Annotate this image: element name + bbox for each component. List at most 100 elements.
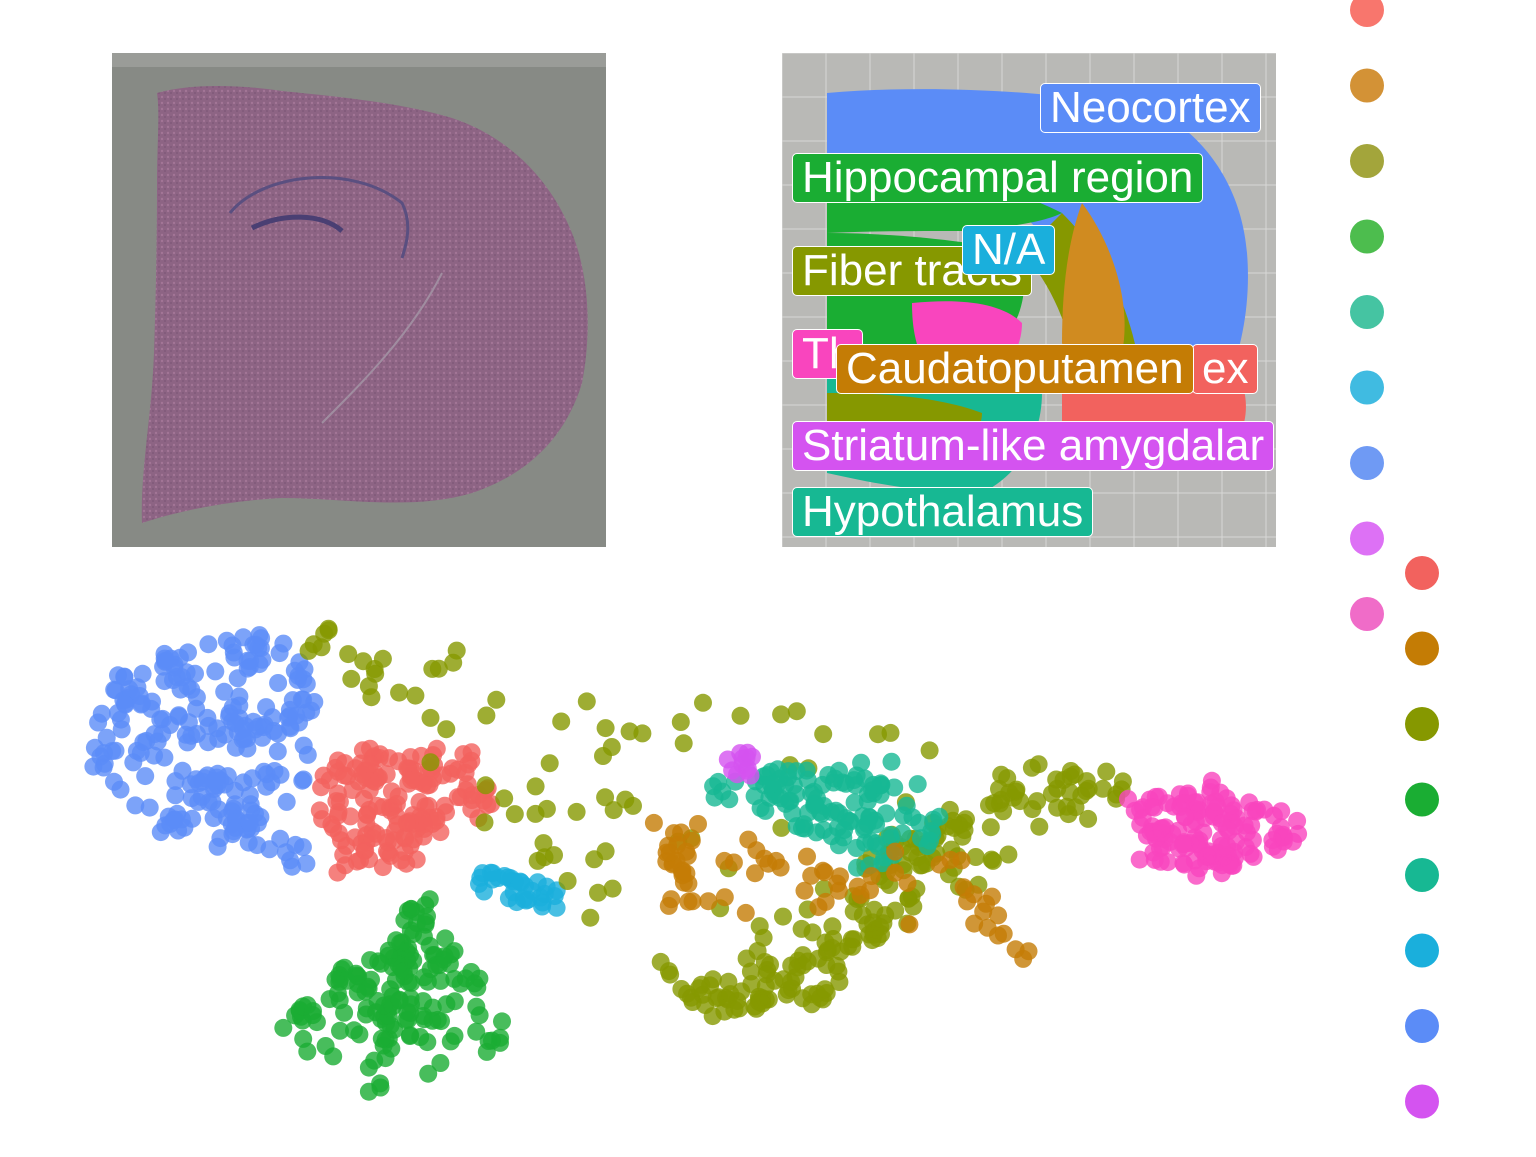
umap-point bbox=[226, 795, 244, 814]
label-neocortex: Neocortex bbox=[1040, 83, 1261, 133]
legend-bottom-svg bbox=[1405, 556, 1439, 1119]
umap-point bbox=[348, 852, 366, 871]
umap-point bbox=[132, 695, 150, 714]
umap-point bbox=[774, 907, 792, 926]
umap-point bbox=[448, 760, 467, 779]
umap-point bbox=[348, 966, 366, 985]
umap-point bbox=[209, 800, 228, 819]
umap-point bbox=[155, 649, 174, 668]
umap-point bbox=[662, 890, 681, 909]
umap-point bbox=[633, 724, 652, 743]
umap-point bbox=[271, 765, 290, 784]
umap-point bbox=[999, 845, 1018, 864]
umap-point bbox=[254, 762, 273, 781]
umap-point bbox=[798, 847, 816, 866]
umap-point bbox=[505, 805, 524, 824]
umap-point bbox=[208, 837, 227, 856]
umap-point bbox=[1066, 798, 1085, 817]
umap-point bbox=[624, 796, 642, 815]
umap-point bbox=[361, 739, 379, 758]
umap-point bbox=[240, 813, 259, 832]
umap-point bbox=[558, 872, 577, 890]
umap-point bbox=[478, 796, 497, 815]
umap-point bbox=[414, 1007, 433, 1025]
umap-point bbox=[1248, 800, 1267, 819]
legend-key-dot bbox=[1350, 219, 1384, 254]
umap-point bbox=[319, 621, 338, 640]
umap-point bbox=[324, 1047, 343, 1066]
umap-point bbox=[980, 796, 998, 815]
legend-key-dot bbox=[1405, 1084, 1439, 1119]
legend-key-dot bbox=[1350, 0, 1384, 27]
umap-point bbox=[199, 635, 218, 654]
umap-point bbox=[899, 889, 918, 908]
umap-point bbox=[660, 844, 679, 862]
umap-point bbox=[379, 844, 398, 863]
umap-point bbox=[435, 947, 454, 966]
legend-key-dot bbox=[1350, 144, 1384, 178]
umap-point bbox=[294, 770, 313, 789]
label-hippocampal-region: Hippocampal region bbox=[792, 153, 1204, 203]
umap-point bbox=[436, 929, 455, 948]
umap-point bbox=[845, 793, 864, 812]
umap-point bbox=[116, 695, 135, 714]
umap-point bbox=[166, 786, 185, 805]
umap-point bbox=[383, 958, 402, 977]
umap-point bbox=[339, 645, 358, 664]
umap-point bbox=[310, 801, 329, 820]
umap-point bbox=[596, 788, 615, 807]
umap-point bbox=[1237, 823, 1256, 842]
umap-point bbox=[418, 776, 437, 795]
umap-point bbox=[274, 634, 293, 653]
umap-point bbox=[343, 781, 362, 799]
legend-key-dot bbox=[1405, 631, 1439, 666]
umap-point bbox=[818, 941, 837, 960]
umap-point bbox=[1188, 793, 1207, 812]
umap-point bbox=[984, 851, 1002, 870]
fiber-tract-line bbox=[321, 272, 443, 424]
umap-point bbox=[140, 798, 159, 817]
umap-point bbox=[126, 796, 145, 815]
umap-point bbox=[528, 873, 547, 892]
umap-point bbox=[721, 985, 740, 1004]
umap-point bbox=[772, 818, 791, 837]
umap-point bbox=[433, 766, 452, 785]
umap-point bbox=[869, 725, 887, 744]
umap-point bbox=[137, 731, 156, 750]
umap-point bbox=[893, 824, 912, 843]
umap-point bbox=[372, 1029, 391, 1048]
umap-point bbox=[136, 767, 155, 786]
umap-point bbox=[390, 683, 409, 702]
umap-point bbox=[435, 796, 454, 815]
umap-point bbox=[312, 778, 331, 797]
umap-point bbox=[846, 776, 865, 795]
umap-point bbox=[462, 743, 481, 762]
umap-point bbox=[802, 866, 821, 885]
umap-point bbox=[954, 878, 973, 897]
umap-point bbox=[470, 1006, 489, 1025]
umap-point bbox=[1030, 817, 1049, 836]
umap-point bbox=[334, 845, 353, 864]
umap-point bbox=[335, 754, 354, 773]
umap-point bbox=[1023, 800, 1042, 819]
umap-point bbox=[736, 903, 755, 922]
umap-point bbox=[900, 915, 919, 934]
umap-point bbox=[865, 811, 884, 830]
umap-point bbox=[730, 999, 749, 1018]
legend-top bbox=[1345, 0, 1390, 640]
umap-point bbox=[910, 813, 929, 832]
umap-point bbox=[418, 1033, 437, 1052]
umap-point bbox=[886, 842, 905, 861]
umap-point bbox=[798, 952, 817, 971]
umap-point bbox=[359, 1058, 378, 1077]
umap-point bbox=[406, 686, 425, 705]
legend-key-dot bbox=[1350, 446, 1384, 480]
umap-point bbox=[89, 713, 108, 732]
legend-key-dot bbox=[1405, 707, 1439, 741]
umap-point bbox=[720, 790, 739, 809]
umap-point bbox=[862, 867, 881, 886]
umap-point bbox=[659, 962, 678, 981]
umap-point bbox=[911, 856, 930, 875]
umap-point bbox=[966, 848, 985, 866]
umap-point bbox=[552, 712, 571, 731]
